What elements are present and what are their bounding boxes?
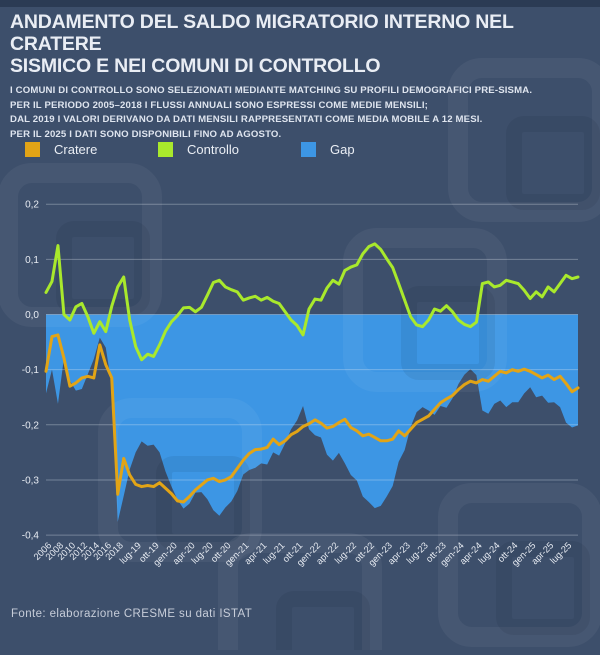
legend-label-controllo: Controllo <box>187 142 240 157</box>
cratere-line <box>44 333 580 504</box>
watermark-logo-icon <box>438 483 600 647</box>
gap-area <box>46 314 578 522</box>
watermark-logo-icon <box>98 398 262 562</box>
controllo-line <box>44 242 580 362</box>
watermark-logo-icon <box>218 533 382 655</box>
watermark-logo-icon <box>448 58 600 222</box>
legend-item-gap: Gap <box>301 142 355 157</box>
chart-subtitle: I COMUNI DI CONTROLLO SONO SELEZIONATI M… <box>10 84 592 142</box>
y-axis-label: -0,4 <box>22 531 40 542</box>
subtitle-line-3: DAL 2019 I VALORI DERIVANO DA DATI MENSI… <box>10 114 483 125</box>
subtitle-line-4: PER IL 2025 I DATI SONO DISPONIBILI FINO… <box>10 128 282 140</box>
source-note: Fonte: elaborazione CRESME su dati ISTAT <box>11 608 253 620</box>
watermark-logo-icon <box>343 228 507 392</box>
top-accent-bar <box>0 0 600 7</box>
watermark-logo-icon <box>0 163 162 327</box>
chart-legend: Cratere Controllo Gap <box>25 142 355 157</box>
chart-header: ANDAMENTO DEL SALDO MIGRATORIO INTERNO N… <box>10 11 592 142</box>
page-title-line-1: ANDAMENTO DEL SALDO MIGRATORIO INTERNO N… <box>10 11 514 55</box>
gap-swatch-icon <box>301 142 316 157</box>
y-axis-label: 0,2 <box>25 200 39 211</box>
y-axis-label: 0,0 <box>25 310 39 321</box>
legend-item-cratere: Cratere <box>25 142 158 157</box>
legend-label-cratere: Cratere <box>54 142 98 157</box>
subtitle-line-1: I COMUNI DI CONTROLLO SONO SELEZIONATI M… <box>10 85 533 96</box>
subtitle-line-2: PER IL PERIODO 2005–2018 I FLUSSI ANNUAL… <box>10 99 429 111</box>
legend-label-gap: Gap <box>330 142 355 157</box>
page-title-line-2: SISMICO E NEI COMUNI DI CONTROLLO <box>10 55 381 77</box>
legend-item-controllo: Controllo <box>158 142 301 157</box>
controllo-swatch-icon <box>158 142 173 157</box>
cratere-swatch-icon <box>25 142 40 157</box>
y-axis-label: 0,1 <box>25 255 39 266</box>
y-axis-label: -0,1 <box>22 365 40 376</box>
y-axis-label: -0,3 <box>22 475 40 486</box>
y-axis-label: -0,2 <box>22 420 40 431</box>
